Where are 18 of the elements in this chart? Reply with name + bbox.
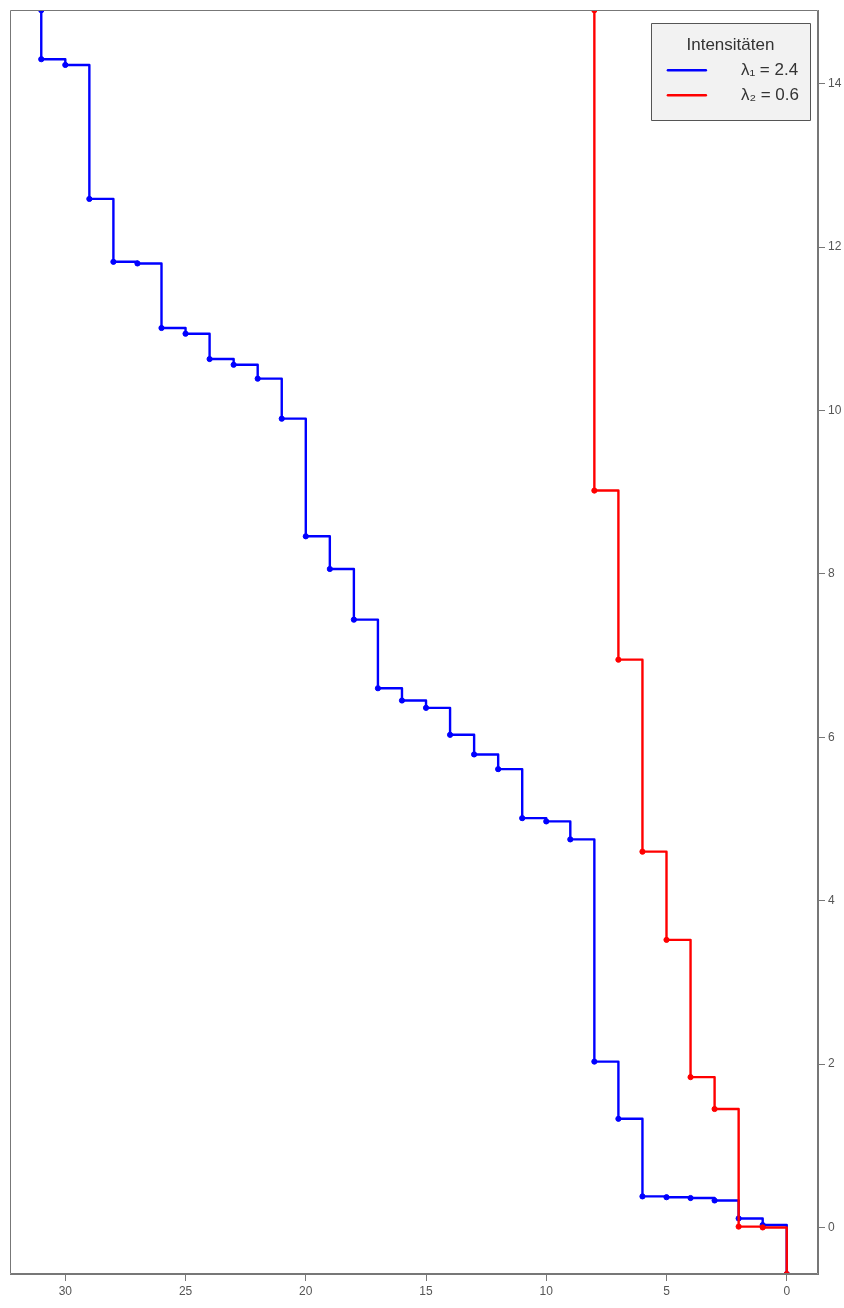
x-tick-label: 25 xyxy=(178,1283,193,1298)
y-tick-label: 14 xyxy=(828,76,842,91)
y-tick-label: 10 xyxy=(828,402,842,417)
y-tick-label: 8 xyxy=(828,566,835,581)
y-tick-label: 6 xyxy=(828,729,835,744)
legend-title: Intensitäten xyxy=(686,34,775,54)
x-tick-label: 0 xyxy=(783,1283,791,1298)
y-tick-label: 4 xyxy=(828,892,835,907)
legend-label: λ₂ = 0.6 xyxy=(740,84,799,104)
x-tick-label: 30 xyxy=(58,1283,73,1298)
legend-label: λ₁ = 2.4 xyxy=(740,59,799,79)
y-tick-label: 2 xyxy=(828,1056,835,1071)
y-tick-label: 0 xyxy=(828,1219,835,1234)
x-tick-label: 5 xyxy=(663,1283,671,1298)
y-tick-label: 12 xyxy=(828,239,842,254)
x-tick-label: 10 xyxy=(539,1283,554,1298)
x-tick-label: 20 xyxy=(299,1283,313,1298)
x-tick-label: 15 xyxy=(419,1283,434,1298)
